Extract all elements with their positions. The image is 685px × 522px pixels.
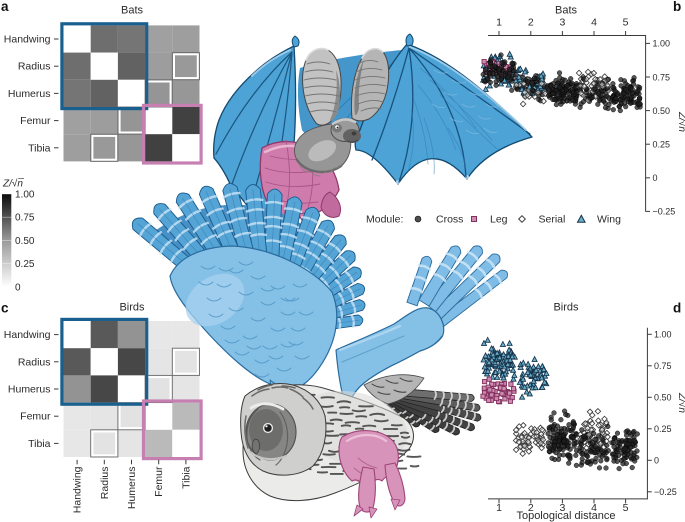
svg-text:Femur: Femur (153, 466, 165, 497)
svg-text:0.75: 0.75 (15, 213, 35, 224)
svg-text:Wing: Wing (597, 214, 621, 226)
svg-text:0.25: 0.25 (654, 424, 672, 434)
svg-text:0.50: 0.50 (654, 393, 672, 403)
svg-text:0: 0 (15, 283, 21, 294)
svg-text:1: 1 (496, 17, 502, 29)
svg-text:Module:: Module: (366, 214, 403, 226)
svg-text:Handwing: Handwing (4, 34, 51, 46)
svg-text:2: 2 (528, 17, 534, 29)
svg-text:Radius: Radius (99, 467, 111, 500)
svg-text:0.50: 0.50 (653, 106, 671, 116)
svg-text:Z/√n̅: Z/√n̅ (676, 111, 685, 133)
svg-text:0.50: 0.50 (15, 236, 35, 247)
svg-text:0.75: 0.75 (653, 72, 671, 82)
svg-text:Cross: Cross (436, 214, 463, 226)
svg-text:0: 0 (653, 173, 658, 183)
svg-text:Bats: Bats (121, 5, 144, 17)
svg-text:0.25: 0.25 (653, 140, 671, 150)
svg-text:3: 3 (559, 502, 565, 514)
svg-text:Radius: Radius (18, 356, 51, 368)
svg-text:Leg: Leg (490, 214, 508, 226)
svg-text:Birds: Birds (119, 302, 145, 314)
svg-text:0.25: 0.25 (15, 259, 35, 270)
svg-text:Serial: Serial (539, 214, 566, 226)
svg-text:Bats: Bats (555, 5, 578, 17)
svg-text:0.75: 0.75 (654, 361, 672, 371)
svg-text:1.00: 1.00 (15, 190, 35, 201)
svg-text:Birds: Birds (553, 302, 579, 314)
svg-text:4: 4 (591, 17, 597, 29)
svg-text:d: d (673, 301, 681, 316)
svg-text:a: a (1, 0, 9, 14)
svg-text:Z/√n̅: Z/√n̅ (2, 178, 24, 190)
svg-text:5: 5 (623, 17, 629, 29)
svg-text:−0.25: −0.25 (653, 207, 676, 217)
svg-text:Radius: Radius (18, 61, 51, 73)
svg-text:3: 3 (559, 17, 565, 29)
svg-text:b: b (673, 0, 681, 14)
svg-text:5: 5 (623, 502, 629, 514)
svg-text:0: 0 (654, 456, 659, 466)
svg-text:Femur: Femur (20, 115, 51, 127)
svg-text:Femur: Femur (20, 411, 51, 423)
svg-text:4: 4 (591, 502, 597, 514)
svg-text:Tibia: Tibia (28, 438, 51, 450)
svg-text:Z/√n̅: Z/√n̅ (676, 392, 685, 414)
svg-text:1.00: 1.00 (654, 330, 672, 340)
svg-text:1.00: 1.00 (653, 39, 671, 49)
svg-text:Handwing: Handwing (72, 466, 84, 513)
svg-text:Topological distance: Topological distance (516, 510, 615, 522)
svg-text:c: c (1, 301, 9, 316)
svg-text:Humerus: Humerus (8, 88, 51, 100)
svg-text:Humerus: Humerus (126, 467, 138, 510)
svg-text:Handwing: Handwing (4, 329, 51, 341)
svg-text:Humerus: Humerus (8, 384, 51, 396)
svg-text:2: 2 (528, 502, 534, 514)
svg-text:Tibia: Tibia (28, 142, 51, 154)
svg-text:1: 1 (496, 502, 502, 514)
svg-text:−0.25: −0.25 (654, 487, 677, 497)
svg-text:Tibia: Tibia (180, 466, 192, 489)
